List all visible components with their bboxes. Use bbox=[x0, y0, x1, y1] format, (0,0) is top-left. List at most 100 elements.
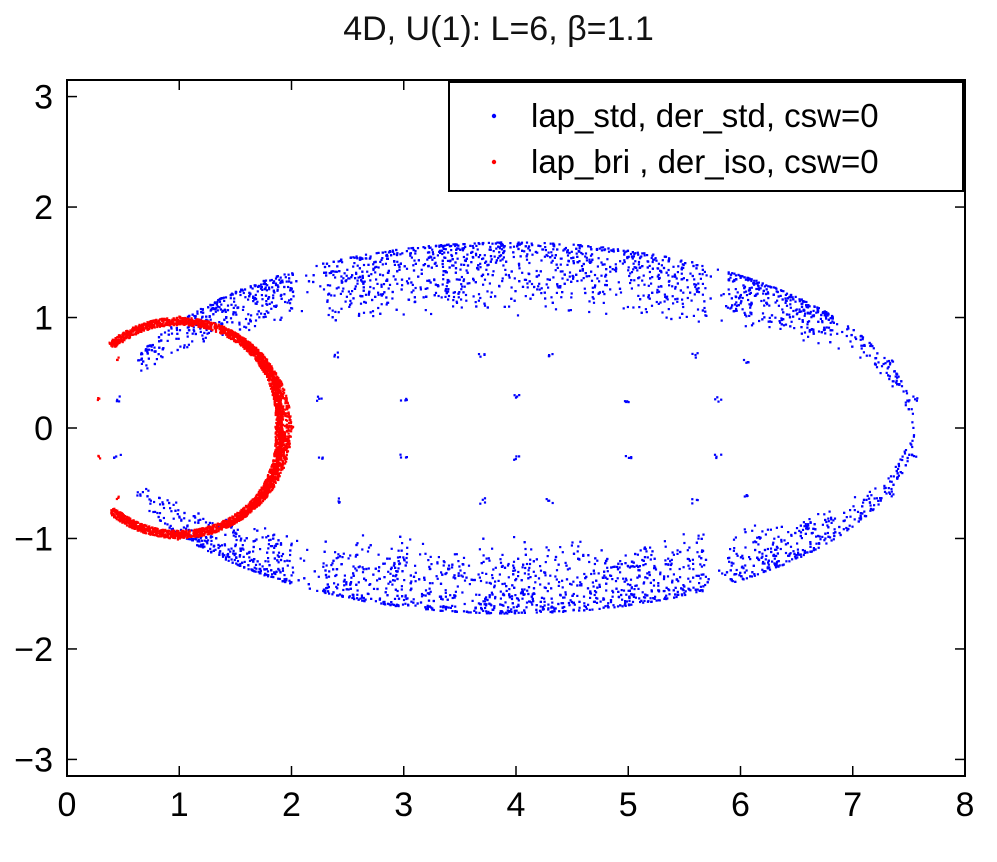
blue-point bbox=[505, 589, 508, 592]
blue-point bbox=[635, 584, 638, 587]
blue-point bbox=[728, 560, 731, 563]
blue-point bbox=[747, 361, 750, 364]
blue-point bbox=[777, 295, 780, 298]
blue-point bbox=[598, 280, 601, 283]
blue-point bbox=[556, 283, 559, 286]
blue-point bbox=[376, 587, 379, 591]
blue-point bbox=[826, 524, 829, 527]
blue-point bbox=[361, 571, 365, 574]
blue-point bbox=[699, 577, 702, 580]
blue-point bbox=[802, 553, 805, 557]
blue-point bbox=[642, 582, 645, 585]
blue-point bbox=[289, 549, 292, 552]
blue-point bbox=[729, 276, 732, 279]
blue-point bbox=[142, 360, 145, 363]
blue-point bbox=[139, 494, 142, 497]
blue-point bbox=[612, 604, 615, 607]
blue-point bbox=[584, 605, 587, 608]
blue-point bbox=[188, 315, 191, 318]
blue-point bbox=[273, 280, 276, 283]
blue-point bbox=[255, 538, 258, 541]
blue-point bbox=[870, 494, 873, 497]
blue-point bbox=[732, 310, 735, 313]
blue-point bbox=[515, 455, 518, 458]
blue-point bbox=[230, 303, 233, 306]
blue-point bbox=[749, 558, 752, 561]
blue-point bbox=[264, 279, 268, 282]
blue-point bbox=[800, 305, 804, 308]
blue-point bbox=[646, 556, 649, 559]
blue-point bbox=[271, 573, 274, 576]
blue-point bbox=[545, 546, 548, 549]
blue-point bbox=[460, 288, 463, 291]
blue-point bbox=[486, 264, 489, 267]
blue-point bbox=[704, 314, 707, 317]
blue-point bbox=[892, 483, 895, 486]
blue-point bbox=[656, 267, 659, 270]
blue-point bbox=[483, 278, 487, 281]
blue-point bbox=[669, 563, 673, 567]
blue-point bbox=[190, 537, 193, 540]
blue-point bbox=[544, 574, 547, 577]
blue-point bbox=[337, 497, 340, 500]
blue-point bbox=[851, 525, 854, 528]
blue-point bbox=[783, 539, 786, 542]
blue-point bbox=[884, 362, 887, 365]
blue-point bbox=[439, 251, 442, 254]
blue-point bbox=[398, 562, 402, 565]
blue-point bbox=[197, 539, 200, 542]
blue-point bbox=[290, 287, 293, 290]
blue-point bbox=[623, 259, 626, 262]
blue-point bbox=[258, 563, 261, 566]
blue-point bbox=[219, 550, 222, 553]
blue-point bbox=[396, 570, 399, 573]
blue-point bbox=[800, 298, 803, 301]
blue-point bbox=[153, 346, 156, 349]
blue-point bbox=[629, 252, 633, 256]
blue-point bbox=[846, 325, 850, 328]
blue-point bbox=[910, 443, 913, 446]
blue-point bbox=[621, 262, 624, 265]
blue-point bbox=[767, 563, 770, 566]
blue-point bbox=[557, 584, 560, 587]
blue-point bbox=[477, 268, 480, 271]
blue-point bbox=[625, 579, 628, 582]
blue-point bbox=[879, 499, 882, 502]
blue-point bbox=[409, 574, 412, 577]
blue-point bbox=[576, 584, 579, 587]
blue-point bbox=[349, 554, 352, 557]
blue-point bbox=[261, 288, 264, 291]
blue-point bbox=[395, 603, 398, 606]
blue-point bbox=[462, 291, 465, 294]
blue-point bbox=[561, 291, 564, 294]
blue-point bbox=[454, 243, 457, 246]
blue-point bbox=[234, 311, 237, 314]
blue-point bbox=[433, 294, 436, 297]
blue-point bbox=[726, 306, 729, 309]
blue-point bbox=[428, 567, 431, 571]
blue-point bbox=[359, 258, 362, 261]
blue-point bbox=[874, 487, 877, 490]
blue-point bbox=[676, 271, 679, 274]
blue-point bbox=[808, 330, 811, 333]
blue-point bbox=[504, 611, 508, 614]
blue-point bbox=[212, 313, 215, 316]
blue-point bbox=[444, 271, 447, 274]
blue-point bbox=[594, 557, 597, 560]
blue-point bbox=[277, 561, 280, 564]
blue-point bbox=[358, 312, 361, 315]
blue-point bbox=[202, 340, 205, 343]
blue-point bbox=[426, 287, 429, 290]
blue-point bbox=[682, 291, 685, 294]
blue-point bbox=[493, 605, 496, 608]
blue-point bbox=[471, 245, 474, 248]
blue-point bbox=[393, 260, 396, 263]
blue-point bbox=[648, 571, 651, 574]
blue-point bbox=[512, 245, 516, 248]
blue-point bbox=[205, 536, 208, 540]
blue-point bbox=[531, 293, 535, 296]
blue-point bbox=[340, 279, 343, 282]
blue-point bbox=[536, 251, 539, 254]
blue-point bbox=[789, 552, 792, 555]
blue-point bbox=[874, 357, 877, 360]
